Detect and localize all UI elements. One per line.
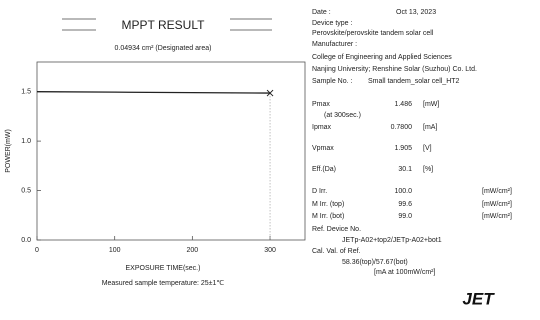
value: Small tandem_solar cell_HT2 bbox=[368, 78, 460, 85]
report: Date : Oct 13, 2023 Device type : Perovs… bbox=[312, 9, 495, 309]
row-label: (at 300sec.) bbox=[324, 112, 361, 119]
chart-subtitle: 0.04934 cm² (Designated area) bbox=[115, 45, 212, 52]
chart-title: MPPT RESULT bbox=[122, 18, 206, 32]
label: Ref. Device No. bbox=[312, 226, 361, 233]
row-label: Ipmax bbox=[312, 124, 332, 131]
label: Sample No. : bbox=[312, 78, 353, 85]
y-tick-label: 1.0 bbox=[21, 138, 31, 145]
label: Device type : bbox=[312, 20, 353, 27]
row-label: D Irr. bbox=[312, 188, 327, 195]
row-unit: [%] bbox=[423, 166, 433, 173]
row-unit: [V] bbox=[423, 145, 432, 152]
x-tick-label: 200 bbox=[187, 247, 199, 254]
end-marker bbox=[266, 89, 274, 97]
row-unit: [mW] bbox=[423, 101, 439, 108]
value: [mA at 100mW/cm²] bbox=[374, 269, 436, 276]
row-label: M Irr. (top) bbox=[312, 201, 344, 208]
value: Perovskite/perovskite tandem solar cell bbox=[312, 30, 434, 37]
value: Nanjing University; Renshine Solar (Suzh… bbox=[312, 66, 477, 73]
row-value: 0.7800 bbox=[391, 124, 413, 131]
label: Date : bbox=[312, 9, 331, 16]
y-tick-label: 0.0 bbox=[21, 237, 31, 244]
row-label: Vpmax bbox=[312, 145, 334, 152]
value: JETp-A02+top2/JETp-A02+bot1 bbox=[342, 237, 442, 244]
row-label: M Irr. (bot) bbox=[312, 213, 344, 220]
row-value: 99.0 bbox=[398, 213, 412, 220]
value: College of Engineering and Applied Scien… bbox=[312, 54, 452, 61]
row-unit: [mW/cm²] bbox=[482, 201, 512, 208]
header-lines bbox=[62, 18, 272, 31]
y-tick-label: 1.5 bbox=[21, 89, 31, 96]
label: Manufacturer : bbox=[312, 41, 357, 48]
label: Cal. Val. of Ref. bbox=[312, 248, 361, 255]
chart-note: Measured sample temperature: 25±1℃ bbox=[102, 280, 225, 287]
logo: JET bbox=[462, 289, 495, 308]
plot-frame bbox=[36, 61, 306, 241]
y-tick-label: 0.5 bbox=[21, 187, 31, 194]
x-axis-label: EXPOSURE TIME(sec.) bbox=[126, 265, 201, 272]
row-value: 1.905 bbox=[394, 145, 412, 152]
y-axis-label: POWER(mW) bbox=[5, 129, 12, 173]
value: Oct 13, 2023 bbox=[396, 9, 436, 16]
row-value: 1.486 bbox=[394, 101, 412, 108]
data-line bbox=[36, 91, 271, 94]
row-unit: [mW/cm²] bbox=[482, 213, 512, 220]
row-label: Pmax bbox=[312, 101, 330, 108]
row-unit: [mW/cm²] bbox=[482, 188, 512, 195]
row-unit: [mA] bbox=[423, 124, 437, 131]
x-tick-label: 0 bbox=[35, 247, 39, 254]
row-value: 30.1 bbox=[398, 166, 412, 173]
value: 58.36(top)/57.67(bot) bbox=[342, 259, 408, 266]
row-value: 99.6 bbox=[398, 201, 412, 208]
x-tick-label: 300 bbox=[264, 247, 276, 254]
row-label: Eff.(Da) bbox=[312, 166, 336, 173]
row-value: 100.0 bbox=[394, 188, 412, 195]
x-tick-label: 100 bbox=[109, 247, 121, 254]
